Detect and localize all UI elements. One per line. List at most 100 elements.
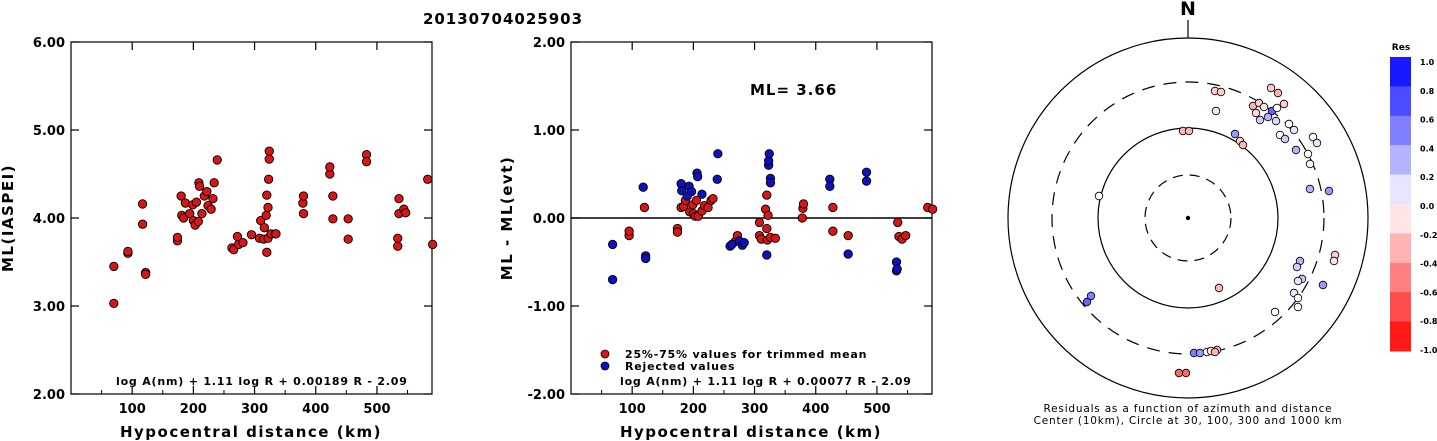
station-point — [1293, 276, 1303, 286]
station-point — [1279, 99, 1289, 109]
y-tick-label: 0.00 — [533, 212, 565, 227]
data-point — [263, 174, 274, 184]
colorbar-cell — [1390, 321, 1411, 352]
data-point — [843, 230, 853, 241]
y-tick-label: -1.00 — [528, 300, 565, 315]
colorbar-tick-label: 0.0 — [1420, 202, 1435, 211]
data-point — [825, 181, 835, 191]
data-point — [172, 232, 183, 243]
data-point — [861, 167, 872, 177]
data-point — [686, 186, 697, 197]
colorbar-tick-label: 0.6 — [1420, 116, 1435, 125]
colorbar-cell — [1390, 145, 1411, 176]
x-tick-label: 100 — [119, 402, 146, 417]
data-point — [109, 261, 119, 272]
data-point — [194, 181, 205, 191]
data-point — [109, 298, 119, 309]
colorbar-cell — [1390, 57, 1411, 87]
data-point — [677, 186, 687, 196]
data-point — [262, 190, 272, 200]
ring-1000km — [1007, 37, 1369, 399]
x-tick-label: 200 — [180, 402, 207, 417]
colorbar-tick-label: 0.4 — [1420, 144, 1435, 153]
y-axis-label: ML(IASPEI) — [0, 164, 17, 272]
ring-300km — [1051, 81, 1325, 355]
station-point — [1259, 102, 1269, 112]
legend-marker-rejected — [600, 361, 610, 371]
data-point — [828, 202, 838, 213]
data-point — [262, 247, 272, 257]
x-tick-label: 300 — [741, 402, 768, 417]
station-point — [1318, 280, 1328, 290]
y-axis-label: ML - ML(evt) — [498, 156, 516, 280]
colorbar-tick-label: -0.2 — [1420, 231, 1437, 240]
data-point — [197, 208, 207, 219]
data-point — [892, 264, 902, 274]
data-point — [238, 237, 248, 248]
x-tick-label: 300 — [241, 402, 268, 417]
x-tick-label: 500 — [363, 402, 390, 417]
data-point — [394, 193, 404, 204]
data-point — [640, 253, 651, 264]
data-point — [762, 250, 772, 260]
station-point — [1271, 116, 1281, 126]
formula-label: log A(nm) + 1.11 log R + 0.00077 R - 2.0… — [620, 375, 912, 388]
colorbar-cell — [1390, 86, 1411, 117]
x-tick-label: 200 — [680, 402, 707, 417]
station-point — [1230, 129, 1240, 139]
data-point — [298, 208, 309, 219]
station-point — [1086, 291, 1096, 301]
station-point — [1094, 191, 1104, 201]
colorbar-ticks: 1.0 0.8 0.6 0.4 0.2 0.0 -0.2 -0.4 -0.6 -0.8 -1.0 — [1420, 58, 1437, 355]
axis-ticks: 100 200 300 400 500 -2.00 -1.00 0.00 1.00 2.00 — [528, 36, 932, 417]
station-point — [1266, 83, 1276, 93]
colorbar-cells — [1390, 57, 1411, 352]
station-point — [1184, 126, 1194, 136]
center-dot — [1185, 215, 1191, 221]
station-point — [1211, 106, 1221, 116]
colorbar-tick-label: -0.4 — [1420, 260, 1437, 269]
data-point — [672, 227, 683, 237]
data-point — [209, 178, 219, 188]
data-points — [109, 146, 438, 309]
panel-ml-iaspei: 100 200 300 400 500 2.00 3.00 4.00 5.00 6.00 log … — [0, 36, 438, 441]
data-point — [176, 191, 186, 201]
data-point — [624, 226, 634, 236]
data-point — [693, 171, 703, 182]
y-tick-label: 6.00 — [33, 36, 65, 51]
station-point — [1312, 138, 1322, 148]
data-point — [423, 174, 433, 184]
station-point — [1292, 262, 1302, 272]
panel-ml-residual: 100 200 300 400 500 -2.00 -1.00 0.00 1.00 2.00 ML… — [498, 36, 938, 441]
data-point — [343, 214, 353, 224]
data-point — [798, 199, 809, 209]
caption-line-1: Residuals as a function of azimuth and d… — [1044, 403, 1333, 415]
data-point — [727, 239, 737, 250]
station-point — [1082, 297, 1092, 307]
legend-marker-trimmed — [600, 349, 610, 359]
data-point — [191, 197, 202, 207]
data-point — [843, 249, 853, 259]
data-point — [713, 149, 723, 159]
colorbar-cell — [1390, 204, 1411, 234]
y-tick-label: 5.00 — [33, 124, 65, 139]
station-point — [1210, 347, 1220, 357]
data-point — [325, 162, 335, 172]
data-point — [137, 199, 148, 209]
data-point — [123, 246, 133, 257]
north-label: N — [1180, 0, 1196, 20]
colorbar-cell — [1390, 115, 1411, 146]
data-point — [193, 216, 203, 227]
data-point — [212, 155, 222, 165]
figure-title: 20130704025903 — [423, 10, 583, 28]
x-tick-label: 500 — [863, 402, 890, 417]
y-tick-label: 4.00 — [33, 212, 65, 227]
data-point — [797, 213, 807, 223]
y-tick-label: 2.00 — [33, 388, 65, 403]
y-tick-label: -2.00 — [528, 388, 565, 403]
data-point — [762, 223, 772, 234]
data-point — [828, 226, 838, 236]
data-point — [328, 214, 338, 224]
station-points — [1082, 83, 1340, 378]
